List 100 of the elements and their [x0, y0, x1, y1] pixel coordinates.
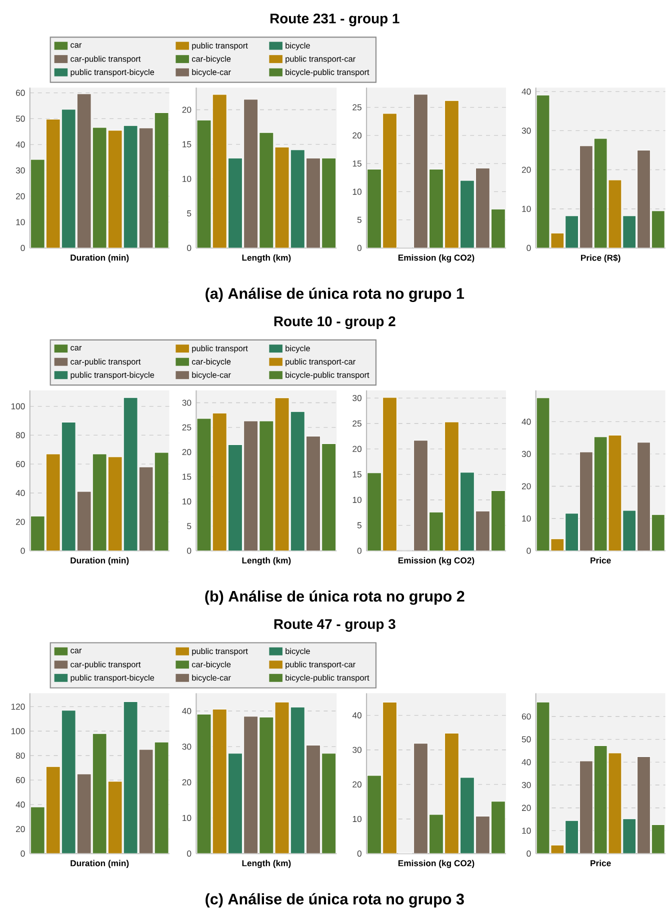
y-tick-label: 15 [352, 160, 362, 167]
y-tick-label: 60 [522, 713, 531, 720]
legend-label: car-bicycle [192, 661, 230, 669]
legend-label: public transport [192, 42, 248, 50]
x-axis-title: Price (R$) [580, 254, 620, 263]
legend-label: bicycle-car [192, 69, 231, 77]
legend-label: car [70, 43, 82, 48]
legend-label: car-bicycle [192, 358, 230, 366]
y-tick-label: 40 [522, 759, 531, 766]
y-tick-label: 20 [522, 804, 531, 811]
y-tick-label: 30 [352, 746, 362, 753]
y-tick-label: 60 [16, 777, 25, 784]
legend-label: bicycle-public transport [286, 372, 370, 380]
y-tick-label: 60 [16, 90, 25, 96]
y-tick-label: 10 [182, 498, 192, 504]
y-tick-label: 40 [522, 418, 531, 425]
y-tick-label: 20 [16, 826, 25, 832]
y-tick-label: 30 [522, 128, 531, 134]
y-tick-label: 25 [182, 424, 192, 430]
y-tick-label: 30 [182, 400, 192, 406]
legend-label: car [70, 346, 82, 351]
text: Route 10 - group 2 [274, 316, 396, 330]
y-tick-label: 60 [16, 461, 25, 468]
y-tick-label: 40 [522, 88, 531, 95]
y-tick-label: 10 [182, 814, 192, 821]
y-tick-label: 20 [16, 193, 25, 200]
y-tick-label: 40 [182, 708, 192, 714]
y-tick-label: 40 [16, 141, 25, 148]
legend-label: public transport-car [286, 56, 356, 64]
y-tick-label: 0 [186, 850, 192, 857]
legend-label: public transport-bicycle [70, 69, 154, 77]
legend-label: car-public transport [70, 661, 141, 669]
y-tick-label: 50 [16, 116, 25, 122]
y-tick-label: 30 [522, 782, 531, 788]
legend-label: public transport-car [286, 661, 356, 669]
x-axis-title: Length (km) [242, 254, 291, 262]
y-tick-label: 20 [352, 132, 362, 139]
legend-label: bicycle [286, 648, 310, 656]
y-tick-label: 20 [182, 449, 192, 456]
y-tick-label: 20 [522, 483, 531, 490]
y-tick-label: 40 [352, 712, 362, 718]
legend-label: public transport-bicycle [70, 674, 154, 682]
y-tick-label: 10 [522, 206, 531, 212]
x-axis-title: Length (km) [242, 860, 291, 868]
x-axis-title: Price [590, 557, 611, 564]
x-axis-title: Emission (kg CO2) [398, 860, 474, 868]
y-tick-label: 10 [16, 219, 25, 226]
y-tick-label: 0 [20, 850, 25, 857]
y-tick-label: 0 [186, 548, 192, 554]
y-tick-label: 0 [186, 244, 192, 252]
y-tick-label: 80 [16, 432, 25, 438]
legend-label: car-bicycle [192, 56, 230, 64]
y-tick-label: 20 [182, 106, 192, 113]
y-tick-label: 5 [186, 523, 192, 530]
legend-label: car-public transport [70, 56, 141, 64]
text: Route 47 - group 3 [274, 619, 396, 632]
y-tick-label: 15 [352, 471, 362, 478]
text: Route 231 - group 1 [270, 14, 400, 26]
y-tick-label: 30 [522, 450, 531, 458]
legend-label: bicycle-public transport [286, 674, 370, 682]
y-tick-label: 10 [352, 816, 362, 822]
y-tick-label: 20 [352, 781, 362, 788]
y-tick-label: 15 [182, 141, 192, 148]
text: (b) Análise de única rota no grupo 2 [205, 590, 464, 605]
legend-label: bicycle-public transport [286, 69, 370, 77]
x-axis-title: Duration (min) [70, 860, 128, 868]
y-tick-label: 20 [352, 446, 362, 452]
y-tick-label: 10 [352, 496, 362, 503]
y-tick-label: 80 [16, 752, 25, 759]
legend-label: public transport-bicycle [70, 372, 154, 380]
y-tick-label: 20 [522, 166, 531, 173]
legend-label: car [70, 648, 82, 654]
legend-label: public transport [192, 648, 248, 656]
legend-label: bicycle [286, 42, 310, 50]
y-tick-label: 10 [522, 515, 531, 522]
y-tick-label: 0 [526, 548, 531, 554]
y-tick-label: 10 [352, 188, 362, 195]
legend-label: public transport-car [286, 358, 356, 366]
y-tick-label: 0 [526, 244, 531, 252]
y-tick-label: 5 [357, 216, 362, 223]
text: (a) Análise de única rota no grupo 1 [205, 288, 464, 302]
y-tick-label: 5 [357, 522, 362, 528]
x-axis-title: Price [590, 860, 611, 866]
y-tick-label: 10 [182, 176, 192, 182]
y-tick-label: 0 [357, 244, 362, 252]
x-axis-title: Duration (min) [70, 557, 128, 566]
y-tick-label: 0 [357, 850, 362, 857]
y-tick-label: 25 [352, 104, 362, 110]
y-tick-label: 30 [352, 395, 362, 402]
y-tick-label: 30 [16, 167, 25, 174]
y-tick-label: 40 [16, 802, 25, 808]
y-tick-label: 10 [522, 828, 531, 834]
y-tick-label: 25 [352, 420, 362, 427]
y-tick-label: 30 [182, 744, 192, 750]
y-tick-label: 0 [20, 548, 25, 554]
y-tick-label: 0 [526, 850, 531, 857]
legend-label: bicycle-car [192, 372, 231, 380]
legend-label: bicycle-car [192, 674, 231, 682]
y-tick-label: 20 [16, 518, 25, 525]
text: (c) Análise de única rota no grupo 3 [205, 893, 464, 908]
